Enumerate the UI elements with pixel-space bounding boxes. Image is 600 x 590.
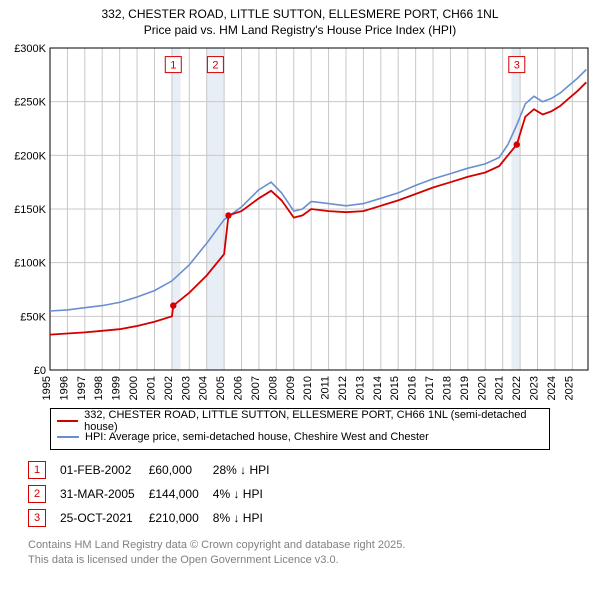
- y-tick-label: £250K: [14, 97, 46, 109]
- y-tick-label: £100K: [14, 258, 46, 270]
- x-tick-label: 2001: [145, 376, 157, 400]
- x-tick-label: 2022: [511, 376, 523, 400]
- marker-delta: 28% ↓ HPI: [213, 458, 284, 482]
- x-tick-label: 2018: [441, 376, 453, 400]
- chart-svg: £0 £50K £100K £150K £200K £250K £300K 1995 1996 1…: [8, 42, 592, 402]
- x-tick-label: 2011: [320, 376, 332, 400]
- x-tick-label: 1998: [93, 376, 105, 400]
- x-tick-label: 1997: [76, 376, 88, 400]
- x-tick-label: 2004: [198, 376, 210, 400]
- y-tick-label: £300K: [14, 43, 46, 55]
- marker-price: £210,000: [149, 506, 213, 530]
- x-tick-label: 1999: [111, 376, 123, 400]
- marker-date: 01-FEB-2002: [60, 458, 149, 482]
- marker-price: £60,000: [149, 458, 213, 482]
- marker-row: 3 25-OCT-2021£210,0008% ↓ HPI: [28, 506, 283, 530]
- y-tick-label: £150K: [14, 204, 46, 216]
- legend-row: 332, CHESTER ROAD, LITTLE SUTTON, ELLESM…: [57, 413, 543, 429]
- legend-swatch-property: [57, 420, 78, 422]
- x-tick-label: 1995: [41, 376, 53, 400]
- x-tick-label: 2006: [233, 376, 245, 400]
- legend: 332, CHESTER ROAD, LITTLE SUTTON, ELLESM…: [50, 408, 550, 450]
- x-tick-label: 2021: [494, 376, 506, 400]
- price-chart: £0 £50K £100K £150K £200K £250K £300K 1995 1996 1…: [8, 42, 592, 402]
- marker-table: 1 01-FEB-2002£60,00028% ↓ HPI 2 31-MAR-2005…: [28, 458, 592, 530]
- x-tick-label: 2007: [250, 376, 262, 400]
- footer-line-1: Contains HM Land Registry data © Crown c…: [28, 538, 592, 553]
- sale-point: [170, 303, 176, 309]
- x-tick-label: 2023: [529, 376, 541, 400]
- y-tick-label: £200K: [14, 151, 46, 163]
- title-line-2: Price paid vs. HM Land Registry's House …: [8, 22, 592, 38]
- marker-date: 25-OCT-2021: [60, 506, 149, 530]
- marker-price: £144,000: [149, 482, 213, 506]
- x-tick-label: 2020: [476, 376, 488, 400]
- marker-date: 31-MAR-2005: [60, 482, 149, 506]
- legend-label-hpi: HPI: Average price, semi-detached house,…: [85, 431, 429, 443]
- x-tick-label: 2013: [354, 376, 366, 400]
- marker-row: 2 31-MAR-2005£144,0004% ↓ HPI: [28, 482, 283, 506]
- x-tick-label: 2014: [372, 376, 384, 400]
- x-tick-label: 2010: [302, 376, 314, 400]
- sale-marker-number: 1: [170, 60, 176, 72]
- marker-badge: 1: [28, 461, 46, 479]
- legend-label-property: 332, CHESTER ROAD, LITTLE SUTTON, ELLESM…: [84, 409, 543, 433]
- chart-title: 332, CHESTER ROAD, LITTLE SUTTON, ELLESM…: [8, 6, 592, 38]
- x-tick-label: 2012: [337, 376, 349, 400]
- x-tick-label: 2009: [285, 376, 297, 400]
- x-tick-label: 1996: [58, 376, 70, 400]
- marker-delta: 4% ↓ HPI: [213, 482, 284, 506]
- series-hpi: [50, 70, 586, 312]
- x-tick-label: 2017: [424, 376, 436, 400]
- x-tick-label: 2003: [180, 376, 192, 400]
- x-tick-label: 2015: [389, 376, 401, 400]
- footer-attribution: Contains HM Land Registry data © Crown c…: [28, 538, 592, 568]
- y-tick-label: £50K: [20, 312, 46, 324]
- series-property: [50, 83, 586, 335]
- footer-line-2: This data is licensed under the Open Gov…: [28, 553, 592, 568]
- title-line-1: 332, CHESTER ROAD, LITTLE SUTTON, ELLESM…: [8, 6, 592, 22]
- y-tick-label: £0: [34, 365, 46, 377]
- marker-delta: 8% ↓ HPI: [213, 506, 284, 530]
- x-tick-label: 2002: [163, 376, 175, 400]
- marker-badge: 2: [28, 485, 46, 503]
- x-tick-label: 2024: [546, 376, 558, 400]
- x-tick-label: 2008: [267, 376, 279, 400]
- x-tick-label: 2025: [563, 376, 575, 400]
- sale-marker-number: 2: [212, 60, 218, 72]
- sale-marker-number: 3: [514, 60, 520, 72]
- marker-badge: 3: [28, 509, 46, 527]
- marker-row: 1 01-FEB-2002£60,00028% ↓ HPI: [28, 458, 283, 482]
- x-tick-label: 2016: [407, 376, 419, 400]
- legend-swatch-hpi: [57, 436, 79, 438]
- sale-point: [225, 213, 231, 219]
- x-tick-label: 2019: [459, 376, 471, 400]
- sale-point: [514, 142, 520, 148]
- x-tick-label: 2000: [128, 376, 140, 400]
- x-tick-label: 2005: [215, 376, 227, 400]
